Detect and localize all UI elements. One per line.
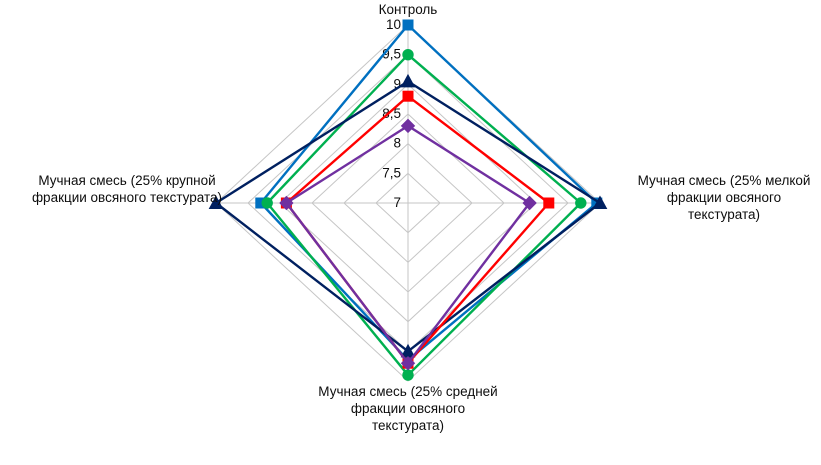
marker-triangle — [208, 195, 224, 209]
marker-square — [402, 19, 414, 31]
marker-diamond — [400, 118, 416, 134]
radial-tick-label: 9 — [393, 76, 401, 91]
radial-tick-label: 7,5 — [382, 165, 401, 180]
marker-circle — [575, 197, 587, 209]
axis-label-control: Контроль — [378, 2, 438, 17]
axis-label-medium-fraction: Мучная смесь (25% средней фракции овсяно… — [318, 384, 498, 433]
axis-label-coarse-fraction: Мучная смесь (25% крупной фракции овсяно… — [31, 173, 223, 205]
marker-diamond — [522, 195, 537, 211]
axis-label-fine-fraction: Мучная смесь (25% мелкой фракции овсяног… — [637, 173, 811, 222]
marker-square — [402, 90, 414, 102]
marker-triangle — [400, 73, 416, 88]
series-green-line — [266, 53, 582, 377]
marker-circle — [261, 197, 273, 209]
marker-diamond — [279, 195, 294, 211]
radial-tick-label: 8,5 — [382, 106, 401, 121]
marker-circle — [402, 48, 414, 61]
radial-tick-label: 8 — [393, 136, 401, 151]
marker-triangle — [592, 195, 608, 209]
marker-diamond — [400, 355, 416, 371]
radial-tick-label: 7 — [393, 195, 401, 210]
marker-circle — [402, 369, 414, 381]
marker-square — [543, 197, 555, 209]
radial-tick-label: 10 — [386, 17, 401, 32]
